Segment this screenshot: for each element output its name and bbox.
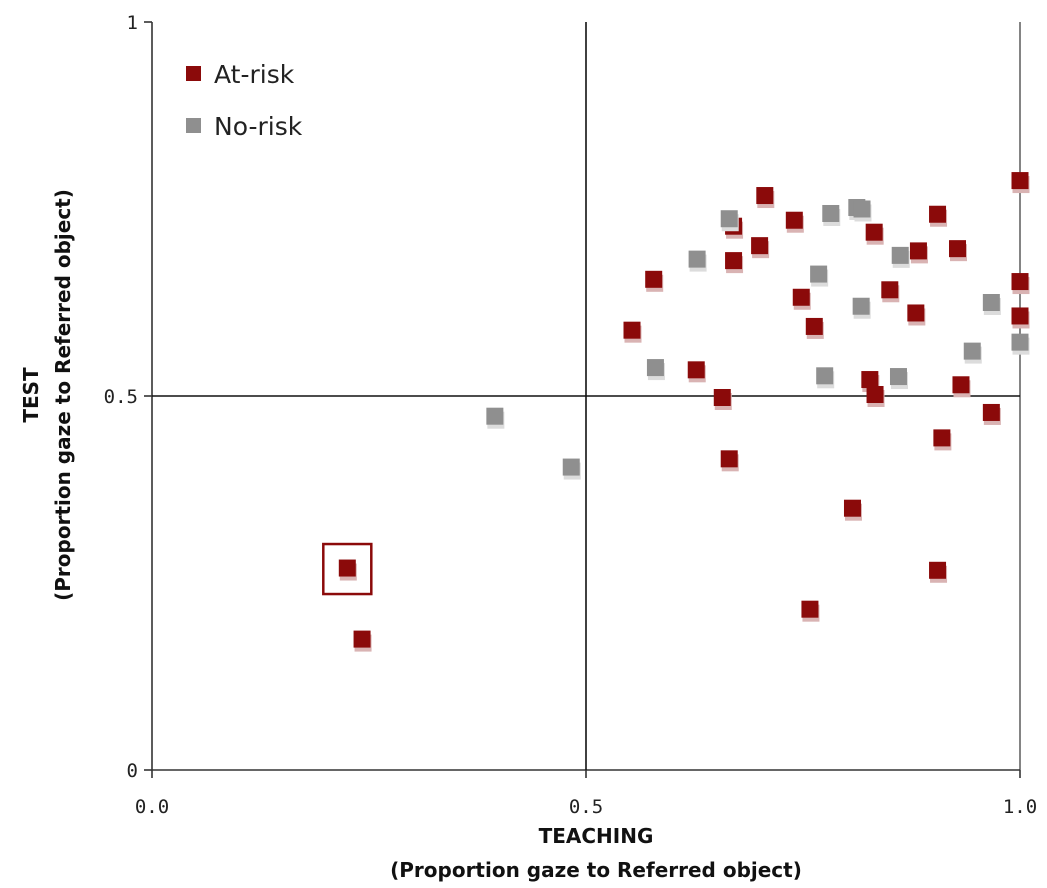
point-at-risk	[785, 211, 803, 229]
point-at-risk	[1011, 307, 1029, 325]
point-at-risk	[907, 304, 925, 322]
point-no-risk	[853, 200, 871, 218]
point-at-risk	[1011, 172, 1029, 190]
point-no-risk	[810, 265, 828, 283]
point-no-risk	[688, 250, 706, 268]
y-tick-label: 0.5	[104, 386, 138, 408]
point-at-risk	[949, 240, 967, 258]
point-at-risk	[866, 386, 884, 404]
point-at-risk	[756, 187, 774, 205]
point-no-risk	[562, 458, 580, 476]
point-at-risk	[713, 388, 731, 406]
point-at-risk	[801, 600, 819, 618]
point-at-risk	[909, 242, 927, 260]
point-at-risk	[720, 450, 738, 468]
y-tick-label: 0	[127, 760, 138, 782]
point-no-risk	[646, 359, 664, 377]
point-no-risk	[963, 342, 981, 360]
legend-label-at-risk: At-risk	[214, 60, 295, 89]
x-tick-label: 1.0	[1003, 796, 1037, 818]
point-at-risk	[792, 288, 810, 306]
highlight-box-outline	[322, 542, 373, 596]
point-at-risk	[982, 403, 1000, 421]
legend-swatch-at-risk	[186, 66, 201, 81]
point-at-risk	[353, 630, 371, 648]
point-at-risk	[865, 223, 883, 241]
point-no-risk	[720, 210, 738, 228]
tick-labels: 0 0.5 1 0.0 0.5 1.0	[104, 12, 1037, 818]
y-axis-subtitle: (Proportion gaze to Referred object)	[51, 189, 75, 601]
point-at-risk	[338, 559, 356, 577]
point-at-risk	[929, 561, 947, 579]
legend: At-risk No-risk	[186, 60, 303, 141]
x-axis-subtitle: (Proportion gaze to Referred object)	[390, 858, 802, 882]
point-at-risk	[843, 499, 861, 517]
point-no-risk	[1011, 333, 1029, 351]
point-at-risk	[861, 371, 879, 389]
x-axis-title: TEACHING	[539, 824, 654, 848]
legend-label-no-risk: No-risk	[214, 112, 303, 141]
point-at-risk	[881, 281, 899, 299]
data-points	[338, 172, 1030, 652]
x-tick-label: 0.0	[135, 796, 169, 818]
highlight-box	[322, 542, 373, 596]
point-no-risk	[852, 297, 870, 315]
point-no-risk	[486, 407, 504, 425]
point-at-risk	[952, 376, 970, 394]
point-at-risk	[623, 321, 641, 339]
y-tick-label: 1	[127, 12, 138, 34]
point-no-risk	[816, 367, 834, 385]
legend-swatch-no-risk	[186, 118, 201, 133]
point-at-risk	[687, 361, 705, 379]
point-at-risk	[1011, 273, 1029, 291]
point-no-risk	[891, 246, 909, 264]
x-tick-label: 0.5	[569, 796, 603, 818]
point-at-risk	[645, 270, 663, 288]
point-at-risk	[929, 205, 947, 223]
point-no-risk	[889, 368, 907, 386]
point-at-risk	[933, 429, 951, 447]
point-no-risk	[822, 204, 840, 222]
y-axis-title: TEST	[19, 367, 43, 423]
point-no-risk	[982, 294, 1000, 311]
point-at-risk	[751, 237, 769, 255]
point-at-risk	[805, 317, 823, 335]
point-at-risk	[725, 252, 743, 270]
